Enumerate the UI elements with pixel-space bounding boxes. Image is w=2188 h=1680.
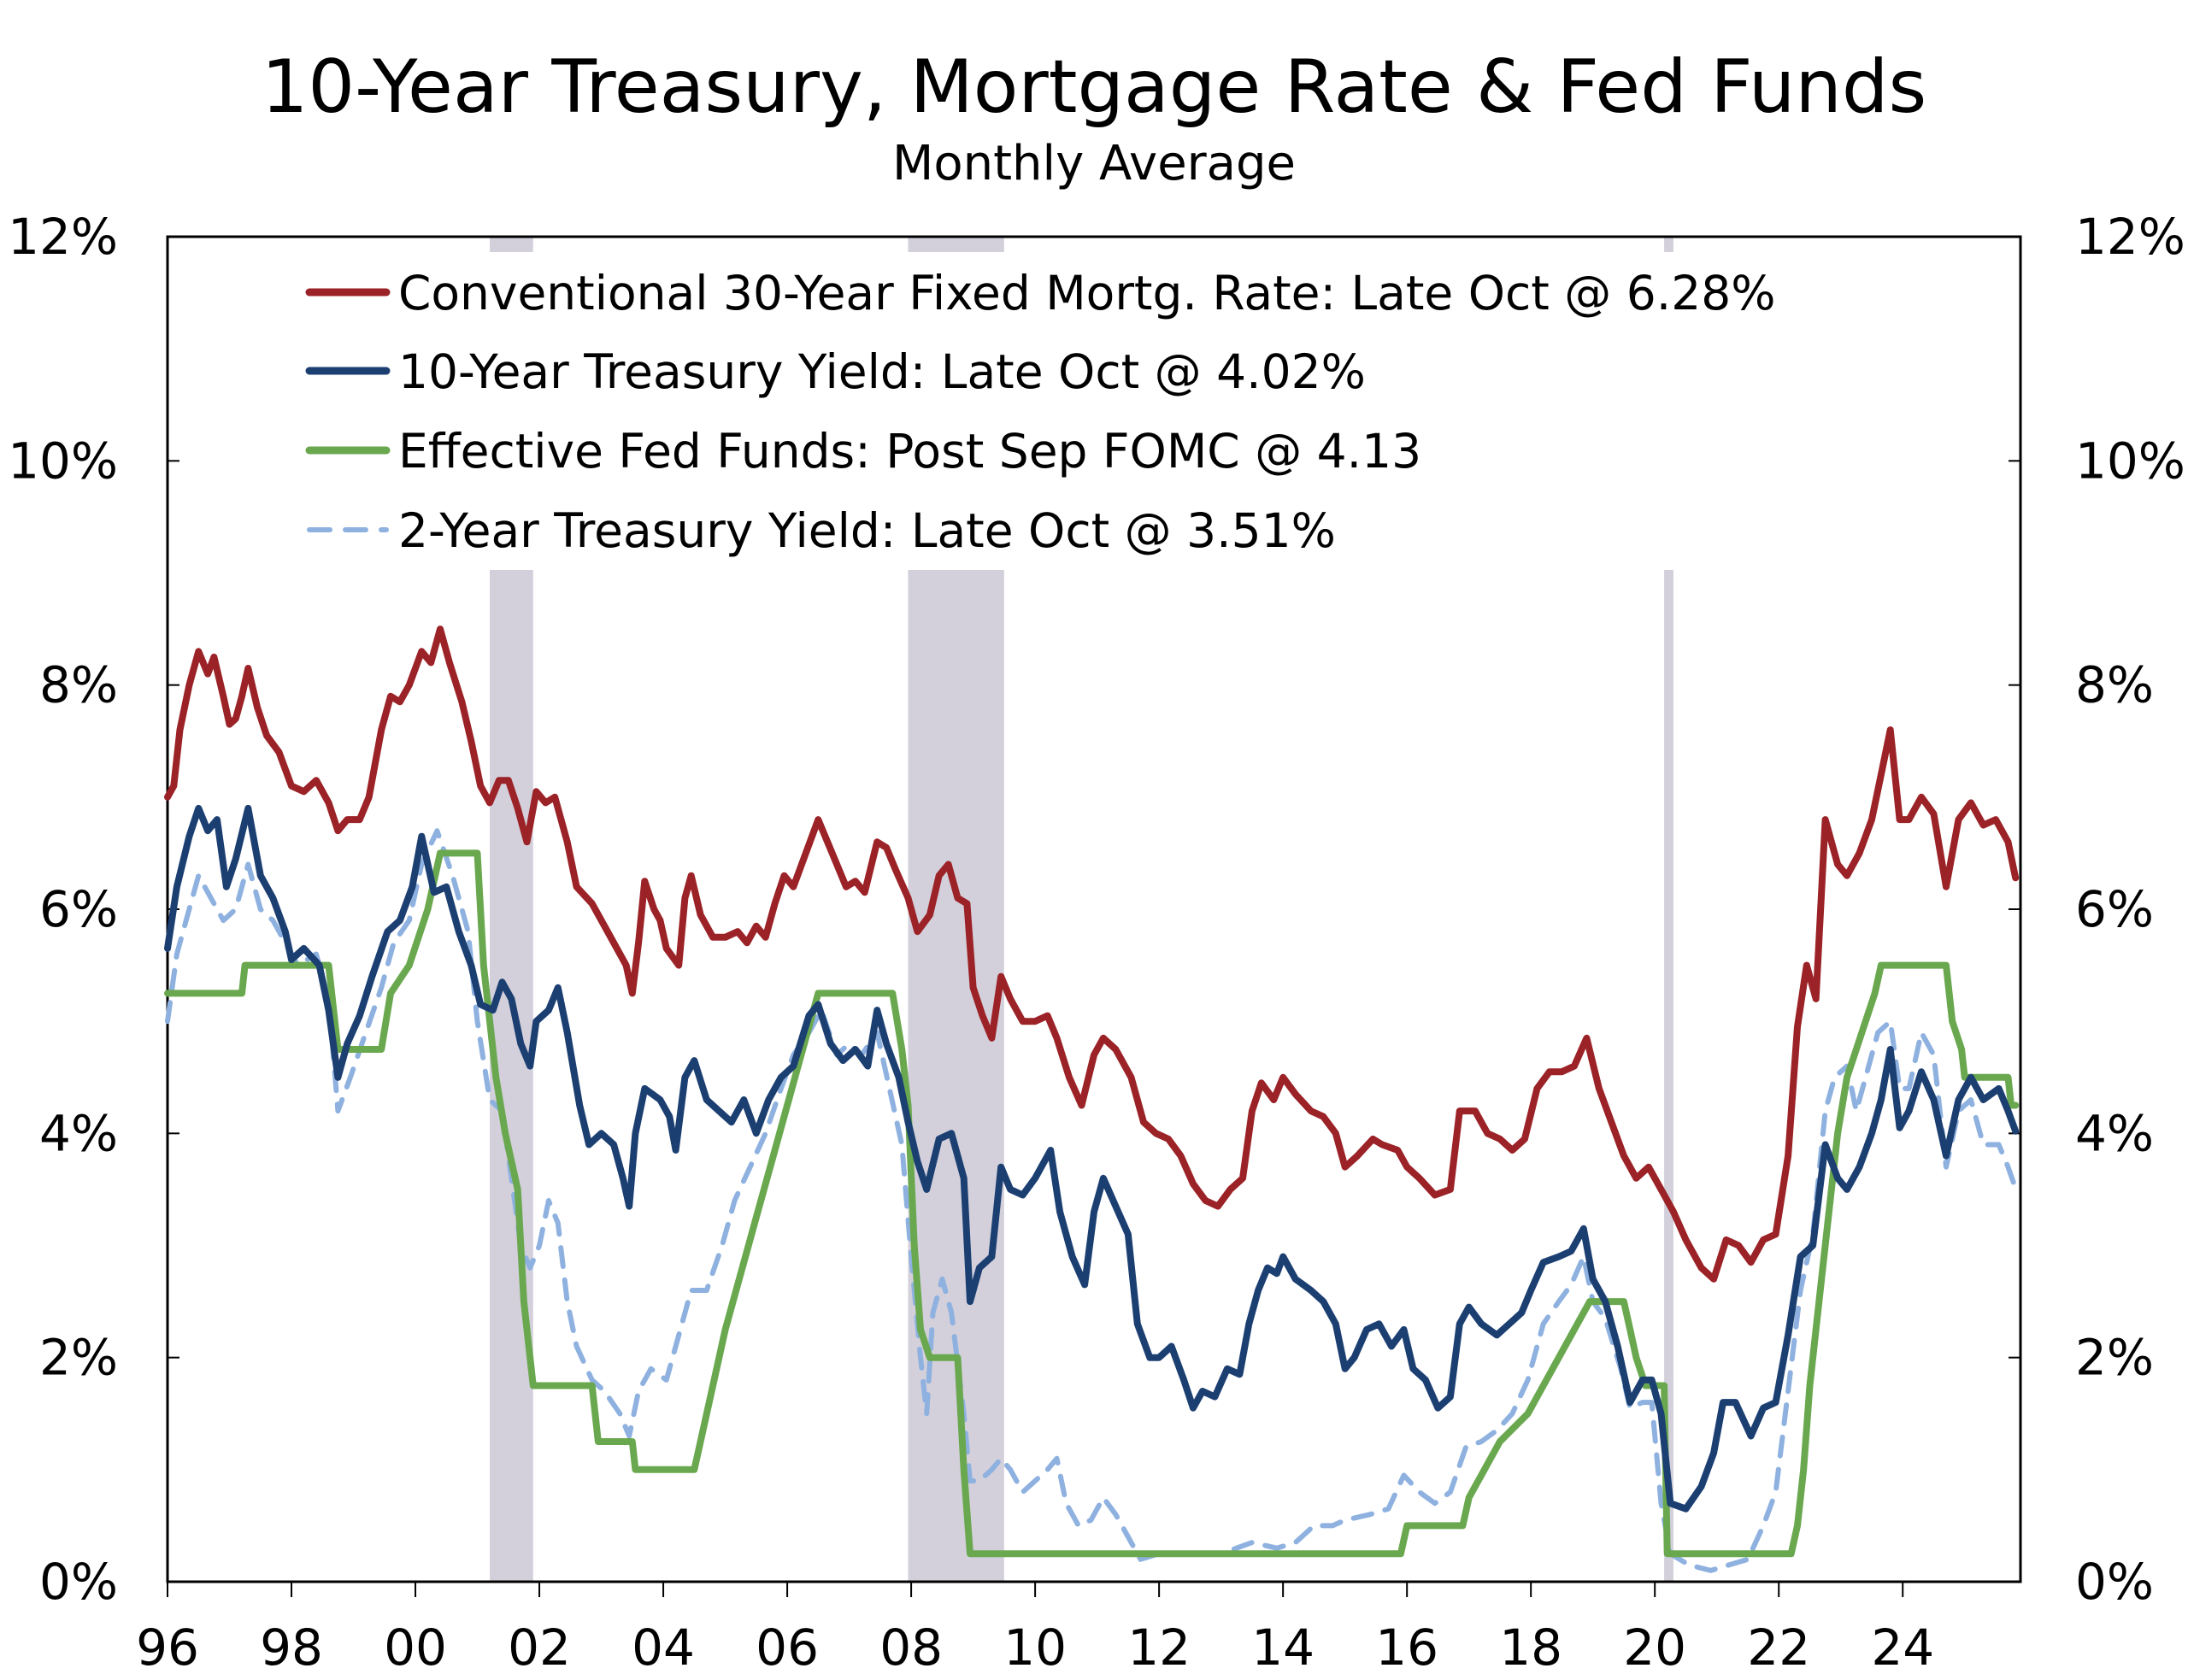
- x-tick-label: 06: [756, 1618, 819, 1677]
- y-tick-label-right: 0%: [2075, 1553, 2154, 1611]
- x-tick-label: 00: [384, 1618, 447, 1677]
- recession-band-top-0: [490, 237, 533, 252]
- recession-band-2: [1664, 570, 1673, 1582]
- y-tick-label-left: 2%: [39, 1329, 118, 1387]
- axes: 0% 0% 2% 2% 4% 4% 6% 6% 8% 8% 10% 10% 12% 12% 96 98 00 02…: [8, 208, 2185, 1677]
- series-line-0: [164, 626, 2020, 1283]
- legend: Conventional 30-Year Fixed Mortg. Rate: …: [305, 266, 1776, 558]
- recession-band-top-1: [908, 237, 1004, 252]
- series-line-2: [164, 849, 2020, 1558]
- legend-label-0: Conventional 30-Year Fixed Mortg. Rate: …: [398, 266, 1776, 320]
- y-tick-label-right: 8%: [2075, 656, 2154, 714]
- chart-subtitle: Monthly Average: [892, 136, 1296, 191]
- y-tick-label-left: 6%: [39, 880, 118, 938]
- x-tick-label: 22: [1747, 1618, 1810, 1677]
- recession-shading: [490, 237, 1673, 1582]
- y-tick-label-right: 4%: [2075, 1104, 2154, 1162]
- y-tick-label-right: 6%: [2075, 880, 2154, 938]
- x-tick-label: 24: [1871, 1618, 1934, 1677]
- series-line-3: [165, 828, 2019, 1573]
- x-tick-label: 10: [1003, 1618, 1067, 1677]
- y-tick-label-right: 2%: [2075, 1329, 2154, 1387]
- series-line-1: [164, 804, 2020, 1513]
- y-tick-label-left: 10%: [8, 432, 118, 490]
- recession-band-top-2: [1664, 237, 1673, 252]
- x-tick-label: 12: [1127, 1618, 1191, 1677]
- x-tick-label: 14: [1251, 1618, 1315, 1677]
- x-tick-label: 04: [632, 1618, 695, 1677]
- x-tick-label: 18: [1499, 1618, 1562, 1677]
- x-tick-label: 20: [1623, 1618, 1686, 1677]
- y-tick-label-left: 0%: [39, 1553, 118, 1611]
- legend-label-1: 10-Year Treasury Yield: Late Oct @ 4.02%: [398, 344, 1366, 399]
- y-tick-label-right: 10%: [2075, 432, 2185, 490]
- legend-label-2: Effective Fed Funds: Post Sep FOMC @ 4.1…: [398, 424, 1421, 479]
- series-lines: [164, 626, 2020, 1573]
- y-tick-label-left: 12%: [8, 208, 118, 266]
- x-tick-label: 08: [879, 1618, 943, 1677]
- chart-title: 10-Year Treasury, Mortgage Rate & Fed Fu…: [261, 44, 1927, 130]
- y-tick-label-left: 8%: [39, 656, 118, 714]
- recession-band-1: [908, 570, 1004, 1582]
- x-tick-label: 96: [136, 1618, 199, 1677]
- x-tick-label: 16: [1375, 1618, 1438, 1677]
- legend-label-3: 2-Year Treasury Yield: Late Oct @ 3.51%: [398, 503, 1336, 558]
- y-tick-label-right: 12%: [2075, 208, 2185, 266]
- x-tick-label: 02: [508, 1618, 571, 1677]
- y-tick-label-left: 4%: [39, 1104, 118, 1162]
- x-tick-label: 98: [260, 1618, 323, 1677]
